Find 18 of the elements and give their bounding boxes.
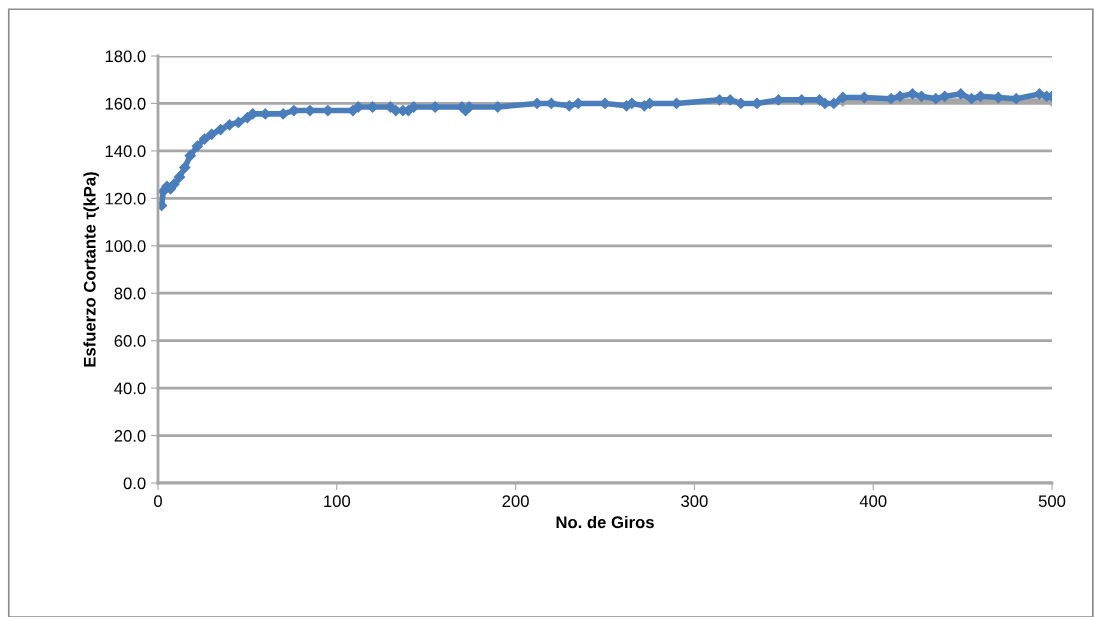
y-tick-label: 0.0 bbox=[123, 477, 146, 490]
y-axis-title: Esfuerzo Cortante τ(kPa) bbox=[83, 172, 99, 367]
y-tick-label: 80.0 bbox=[114, 287, 146, 300]
x-axis-title: No. de Giros bbox=[556, 515, 654, 529]
y-tick-label: 60.0 bbox=[114, 335, 146, 347]
x-tick-label: 0 bbox=[154, 495, 162, 508]
y-tick-label: 160.0 bbox=[105, 97, 146, 110]
y-tick-label: 20.0 bbox=[114, 429, 146, 442]
y-tick-label: 120.0 bbox=[105, 192, 146, 205]
x-tick-label: 100 bbox=[324, 495, 351, 508]
x-tick-label: 200 bbox=[502, 495, 529, 508]
y-tick-label: 40.0 bbox=[114, 382, 146, 395]
x-tick-label: 500 bbox=[1038, 495, 1066, 508]
x-tick-label: 300 bbox=[681, 495, 708, 508]
y-tick-label: 140.0 bbox=[105, 145, 146, 158]
y-tick-label: 180.0 bbox=[105, 50, 146, 63]
y-tick-label: 100.0 bbox=[105, 240, 146, 252]
x-tick-label: 400 bbox=[859, 495, 887, 508]
